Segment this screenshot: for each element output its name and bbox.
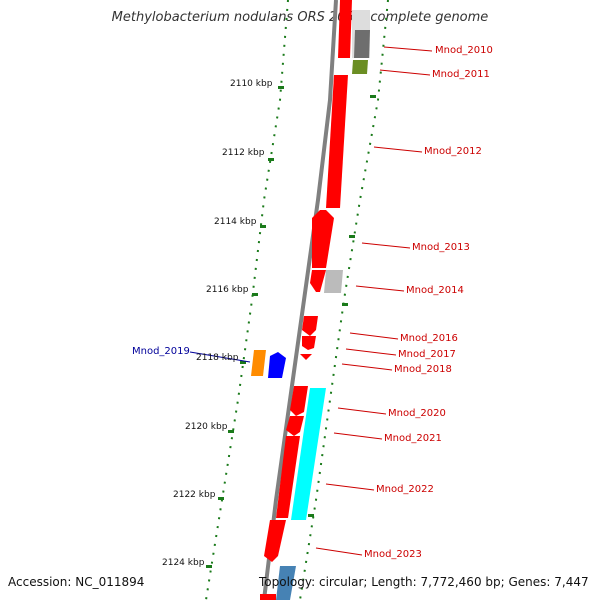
gene-label-mnod-2011[interactable]: Mnod_2011	[432, 69, 490, 80]
cds-arrow	[290, 386, 308, 416]
topology-text: Topology: circular; Length: 7,772,460 bp…	[259, 575, 589, 589]
gene-label-mnod-2016[interactable]: Mnod_2016	[400, 333, 458, 344]
gene-label-mnod-2021[interactable]: Mnod_2021	[384, 433, 442, 444]
gene-feature-grey	[354, 30, 370, 58]
cds-arrow	[286, 416, 304, 436]
gene-label-mnod-2010[interactable]: Mnod_2010	[435, 45, 493, 56]
gene-label-mnod-2018[interactable]: Mnod_2018	[394, 364, 452, 375]
gene-feature-blue	[268, 352, 286, 378]
cds-arrow	[338, 0, 352, 58]
cds-arrow	[276, 436, 300, 518]
cds-arrow	[300, 354, 312, 360]
gene-feature-cyan	[291, 388, 326, 520]
tick-label: 2122 kbp	[173, 490, 216, 500]
cds-arrow	[310, 270, 326, 292]
backbone-arc	[262, 0, 338, 600]
cds-arrow	[326, 75, 348, 208]
cds-arrow	[260, 594, 276, 600]
cds-arrow	[302, 336, 316, 350]
gene-label-mnod-2020[interactable]: Mnod_2020	[388, 408, 446, 419]
gene-label-mnod-2012[interactable]: Mnod_2012	[424, 146, 482, 157]
accession-text: Accession: NC_011894	[8, 575, 145, 589]
label-leaders	[315, 46, 433, 556]
tick-label: 2114 kbp	[214, 217, 257, 227]
gc-track-inner	[299, 0, 389, 600]
cds-arrow	[264, 520, 286, 562]
gene-label-mnod-2019[interactable]: Mnod_2019	[132, 346, 190, 357]
gene-label-mnod-2017[interactable]: Mnod_2017	[398, 349, 456, 360]
tick-label: 2116 kbp	[206, 285, 249, 295]
gene-feature-steelblue	[276, 566, 296, 600]
map-title: Methylobacterium nodulans ORS 2060, comp…	[111, 10, 489, 25]
tick-label: 2110 kbp	[230, 79, 273, 89]
tick-label: 2118 kbp	[196, 353, 239, 363]
gene-feature-light-grey	[324, 270, 343, 293]
gene-label-mnod-2014[interactable]: Mnod_2014	[406, 285, 464, 296]
gene-label-mnod-2022[interactable]: Mnod_2022	[376, 484, 434, 495]
cds-arrow	[302, 316, 318, 336]
gene-feature-olive	[352, 60, 368, 74]
cds-arrow	[312, 210, 334, 268]
gene-label-mnod-2013[interactable]: Mnod_2013	[412, 242, 470, 253]
tick-label: 2120 kbp	[185, 422, 228, 432]
gene-feature-orange	[251, 350, 266, 376]
gene-label-mnod-2023[interactable]: Mnod_2023	[364, 549, 422, 560]
tick-label: 2124 kbp	[162, 558, 205, 568]
cds-group	[260, 0, 352, 600]
label-leader-2019	[189, 351, 251, 363]
tick-label: 2112 kbp	[222, 148, 265, 158]
gc-bars	[206, 86, 376, 568]
